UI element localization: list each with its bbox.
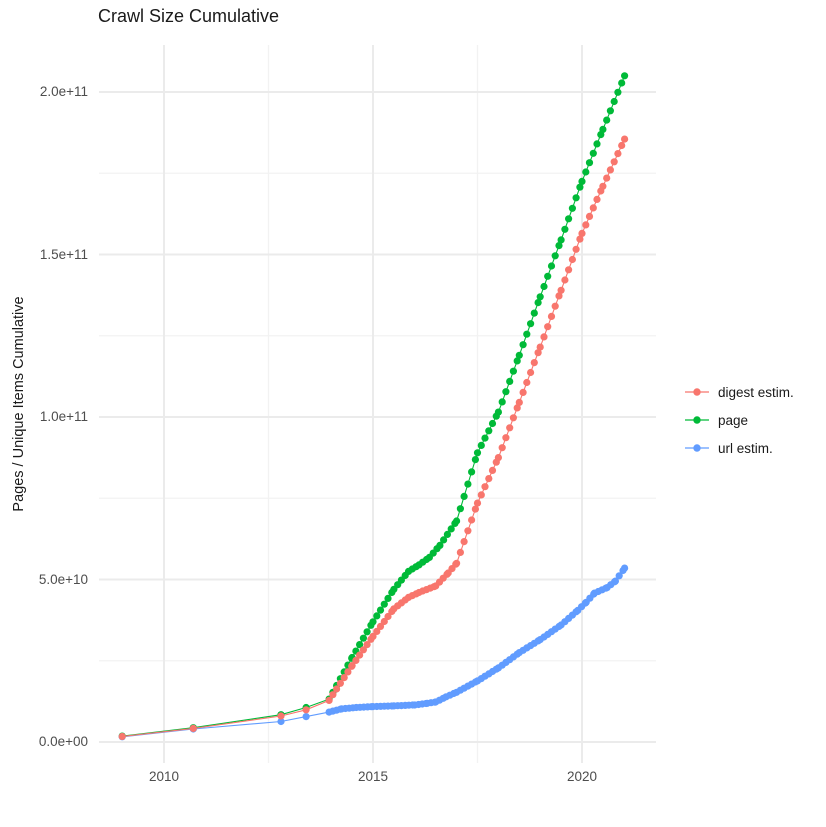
legend-label: page: [718, 412, 749, 428]
series-digest-estim: [118, 135, 629, 741]
series-url-estim: [118, 564, 629, 741]
legend-item-digest-estim: digest estim.: [684, 384, 794, 400]
legend-key-icon: [685, 388, 709, 396]
legend-label: digest estim.: [718, 384, 794, 400]
legend-label: url estim.: [718, 440, 773, 456]
y-tick-label: 0.0e+00: [38, 734, 88, 749]
legend-item-url-estim: url estim.: [684, 440, 794, 456]
y-tick-label: 2.0e+11: [39, 84, 88, 99]
x-tick-label: 2010: [148, 769, 180, 784]
legend: digest estim. page url estim.: [684, 384, 794, 456]
legend-key-icon: [685, 416, 709, 424]
y-tick-label: 1.5e+11: [39, 246, 88, 262]
y-tick-label: 5.0e+10: [38, 571, 88, 587]
x-tick-label: 2020: [566, 769, 598, 784]
gridlines: [99, 45, 656, 763]
chart-title: Crawl Size Cumulative: [98, 6, 280, 26]
x-tick-label: 2015: [357, 769, 389, 784]
series-points-url-estim: [118, 564, 629, 741]
y-tick-label: 1.0e+11: [39, 409, 88, 424]
legend-key-icon: [685, 444, 709, 452]
legend-item-page: page: [684, 412, 794, 428]
y-axis-title: Pages / Unique Items Cumulative: [11, 296, 27, 512]
series-points-digest-estim: [118, 135, 629, 741]
